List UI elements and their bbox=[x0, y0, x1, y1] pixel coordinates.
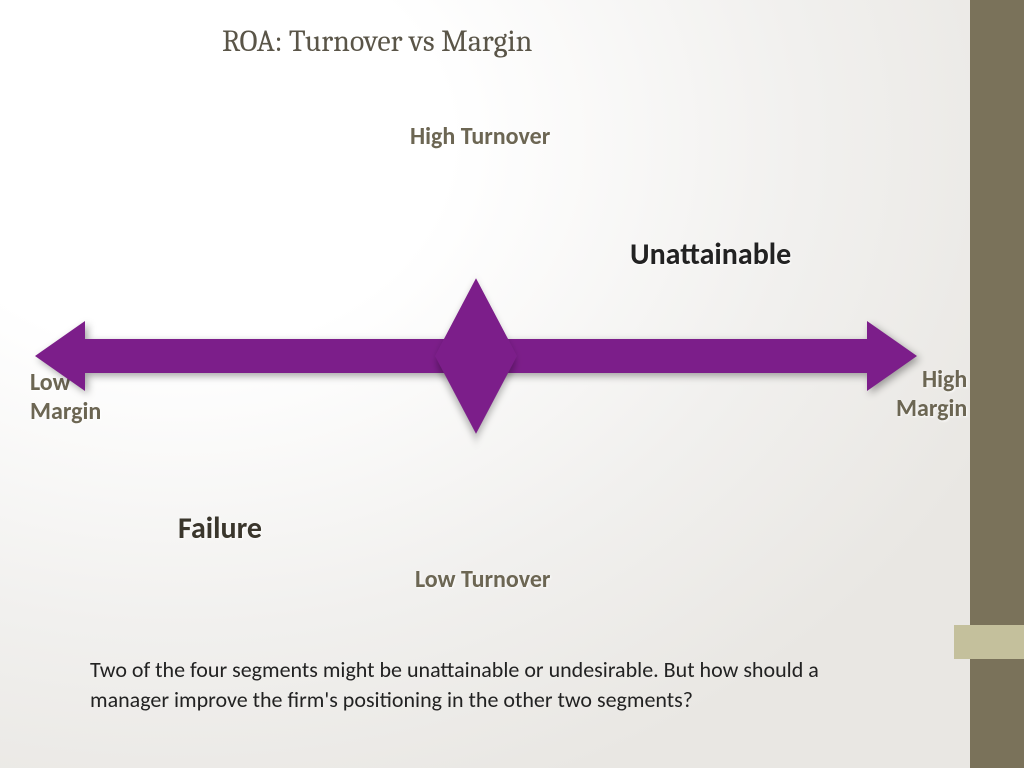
quadrant-unattainable: Unattainable bbox=[630, 236, 791, 273]
axis-label-top: High Turnover bbox=[410, 122, 550, 151]
axis-label-bottom: Low Turnover bbox=[415, 565, 550, 594]
center-diamond-icon bbox=[435, 278, 517, 434]
slide-sidebar-accent bbox=[954, 625, 1024, 659]
slide-body-text: Two of the four segments might be unatta… bbox=[90, 655, 890, 714]
slide-title: ROA: Turnover vs Margin bbox=[222, 24, 532, 59]
quadrant-failure: Failure bbox=[178, 510, 262, 547]
